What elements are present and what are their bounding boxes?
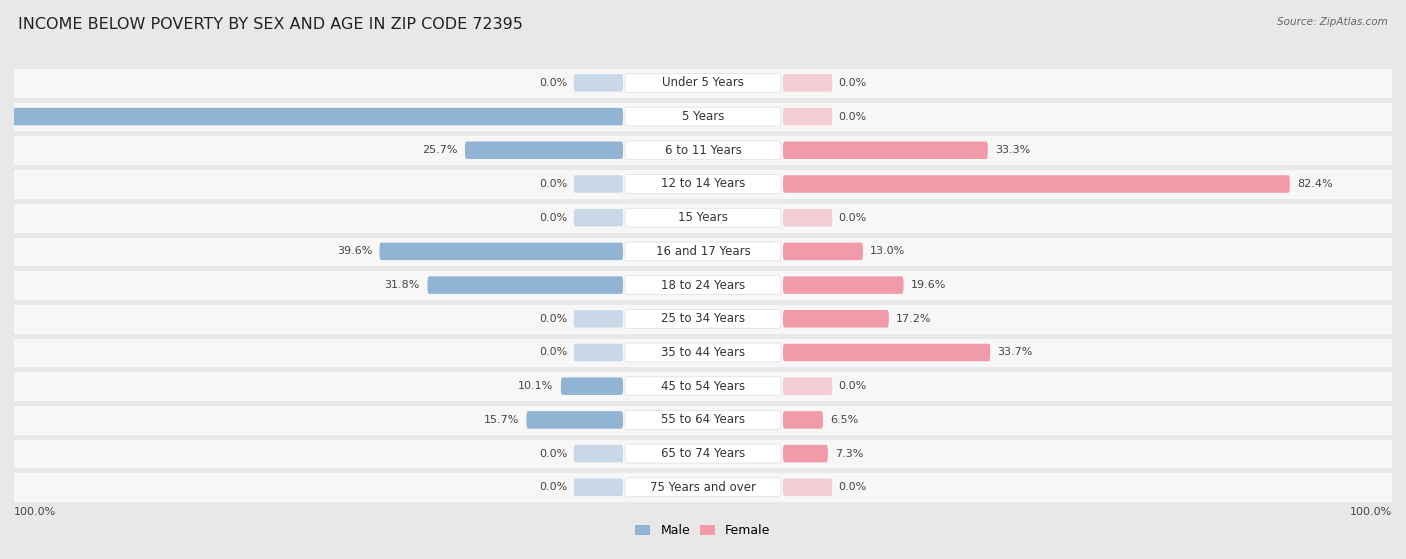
Text: 0.0%: 0.0% <box>540 78 568 88</box>
Text: 0.0%: 0.0% <box>838 112 866 121</box>
FancyBboxPatch shape <box>624 410 782 429</box>
Text: 0.0%: 0.0% <box>540 482 568 492</box>
FancyBboxPatch shape <box>574 310 623 328</box>
FancyBboxPatch shape <box>783 377 832 395</box>
FancyBboxPatch shape <box>624 309 782 328</box>
Text: 100.0%: 100.0% <box>14 507 56 517</box>
FancyBboxPatch shape <box>574 479 623 496</box>
FancyBboxPatch shape <box>624 276 782 295</box>
FancyBboxPatch shape <box>624 242 782 261</box>
Text: 7.3%: 7.3% <box>835 449 863 458</box>
FancyBboxPatch shape <box>624 343 782 362</box>
Text: 39.6%: 39.6% <box>336 247 373 257</box>
Text: 0.0%: 0.0% <box>540 314 568 324</box>
Text: 17.2%: 17.2% <box>896 314 932 324</box>
Text: 19.6%: 19.6% <box>911 280 946 290</box>
FancyBboxPatch shape <box>783 411 823 429</box>
FancyBboxPatch shape <box>14 269 1392 301</box>
FancyBboxPatch shape <box>783 141 988 159</box>
FancyBboxPatch shape <box>783 479 832 496</box>
FancyBboxPatch shape <box>783 209 832 226</box>
Text: 0.0%: 0.0% <box>540 449 568 458</box>
FancyBboxPatch shape <box>624 73 782 92</box>
Text: 25.7%: 25.7% <box>422 145 457 155</box>
FancyBboxPatch shape <box>783 276 904 294</box>
FancyBboxPatch shape <box>14 235 1392 268</box>
Text: 31.8%: 31.8% <box>385 280 420 290</box>
Text: 0.0%: 0.0% <box>838 482 866 492</box>
FancyBboxPatch shape <box>624 209 782 227</box>
Text: 0.0%: 0.0% <box>540 179 568 189</box>
FancyBboxPatch shape <box>561 377 623 395</box>
FancyBboxPatch shape <box>14 370 1392 402</box>
FancyBboxPatch shape <box>574 74 623 92</box>
Text: 0.0%: 0.0% <box>540 348 568 358</box>
Text: 12 to 14 Years: 12 to 14 Years <box>661 177 745 191</box>
FancyBboxPatch shape <box>14 201 1392 234</box>
FancyBboxPatch shape <box>574 445 623 462</box>
FancyBboxPatch shape <box>783 108 832 125</box>
FancyBboxPatch shape <box>8 108 623 125</box>
FancyBboxPatch shape <box>624 478 782 497</box>
FancyBboxPatch shape <box>14 471 1392 504</box>
Text: 33.3%: 33.3% <box>995 145 1031 155</box>
Text: 6.5%: 6.5% <box>831 415 859 425</box>
FancyBboxPatch shape <box>783 74 832 92</box>
Text: 13.0%: 13.0% <box>870 247 905 257</box>
Text: INCOME BELOW POVERTY BY SEX AND AGE IN ZIP CODE 72395: INCOME BELOW POVERTY BY SEX AND AGE IN Z… <box>18 17 523 32</box>
FancyBboxPatch shape <box>14 168 1392 200</box>
FancyBboxPatch shape <box>14 302 1392 335</box>
Text: 0.0%: 0.0% <box>838 78 866 88</box>
FancyBboxPatch shape <box>14 67 1392 99</box>
Text: 5 Years: 5 Years <box>682 110 724 123</box>
FancyBboxPatch shape <box>624 141 782 160</box>
Text: 25 to 34 Years: 25 to 34 Years <box>661 312 745 325</box>
FancyBboxPatch shape <box>574 209 623 226</box>
Text: 0.0%: 0.0% <box>838 212 866 222</box>
FancyBboxPatch shape <box>783 310 889 328</box>
Text: 0.0%: 0.0% <box>838 381 866 391</box>
Text: 15.7%: 15.7% <box>484 415 519 425</box>
Text: 0.0%: 0.0% <box>540 212 568 222</box>
Text: 55 to 64 Years: 55 to 64 Years <box>661 414 745 427</box>
Text: 18 to 24 Years: 18 to 24 Years <box>661 278 745 292</box>
Text: 65 to 74 Years: 65 to 74 Years <box>661 447 745 460</box>
FancyBboxPatch shape <box>624 444 782 463</box>
FancyBboxPatch shape <box>14 134 1392 167</box>
FancyBboxPatch shape <box>783 243 863 260</box>
Text: Under 5 Years: Under 5 Years <box>662 77 744 89</box>
FancyBboxPatch shape <box>574 344 623 361</box>
Text: 15 Years: 15 Years <box>678 211 728 224</box>
Text: 100.0%: 100.0% <box>1350 507 1392 517</box>
FancyBboxPatch shape <box>574 175 623 193</box>
Text: 16 and 17 Years: 16 and 17 Years <box>655 245 751 258</box>
FancyBboxPatch shape <box>465 141 623 159</box>
FancyBboxPatch shape <box>14 404 1392 436</box>
Text: 82.4%: 82.4% <box>1298 179 1333 189</box>
FancyBboxPatch shape <box>783 175 1289 193</box>
Text: 10.1%: 10.1% <box>519 381 554 391</box>
Text: 33.7%: 33.7% <box>998 348 1033 358</box>
FancyBboxPatch shape <box>14 101 1392 132</box>
Legend: Male, Female: Male, Female <box>630 519 776 542</box>
FancyBboxPatch shape <box>380 243 623 260</box>
Text: 35 to 44 Years: 35 to 44 Years <box>661 346 745 359</box>
Text: Source: ZipAtlas.com: Source: ZipAtlas.com <box>1277 17 1388 27</box>
FancyBboxPatch shape <box>783 445 828 462</box>
FancyBboxPatch shape <box>14 438 1392 470</box>
FancyBboxPatch shape <box>624 174 782 193</box>
Text: 75 Years and over: 75 Years and over <box>650 481 756 494</box>
FancyBboxPatch shape <box>14 337 1392 369</box>
FancyBboxPatch shape <box>427 276 623 294</box>
FancyBboxPatch shape <box>624 377 782 396</box>
FancyBboxPatch shape <box>526 411 623 429</box>
Text: 45 to 54 Years: 45 to 54 Years <box>661 380 745 393</box>
Text: 6 to 11 Years: 6 to 11 Years <box>665 144 741 157</box>
FancyBboxPatch shape <box>624 107 782 126</box>
FancyBboxPatch shape <box>783 344 990 361</box>
